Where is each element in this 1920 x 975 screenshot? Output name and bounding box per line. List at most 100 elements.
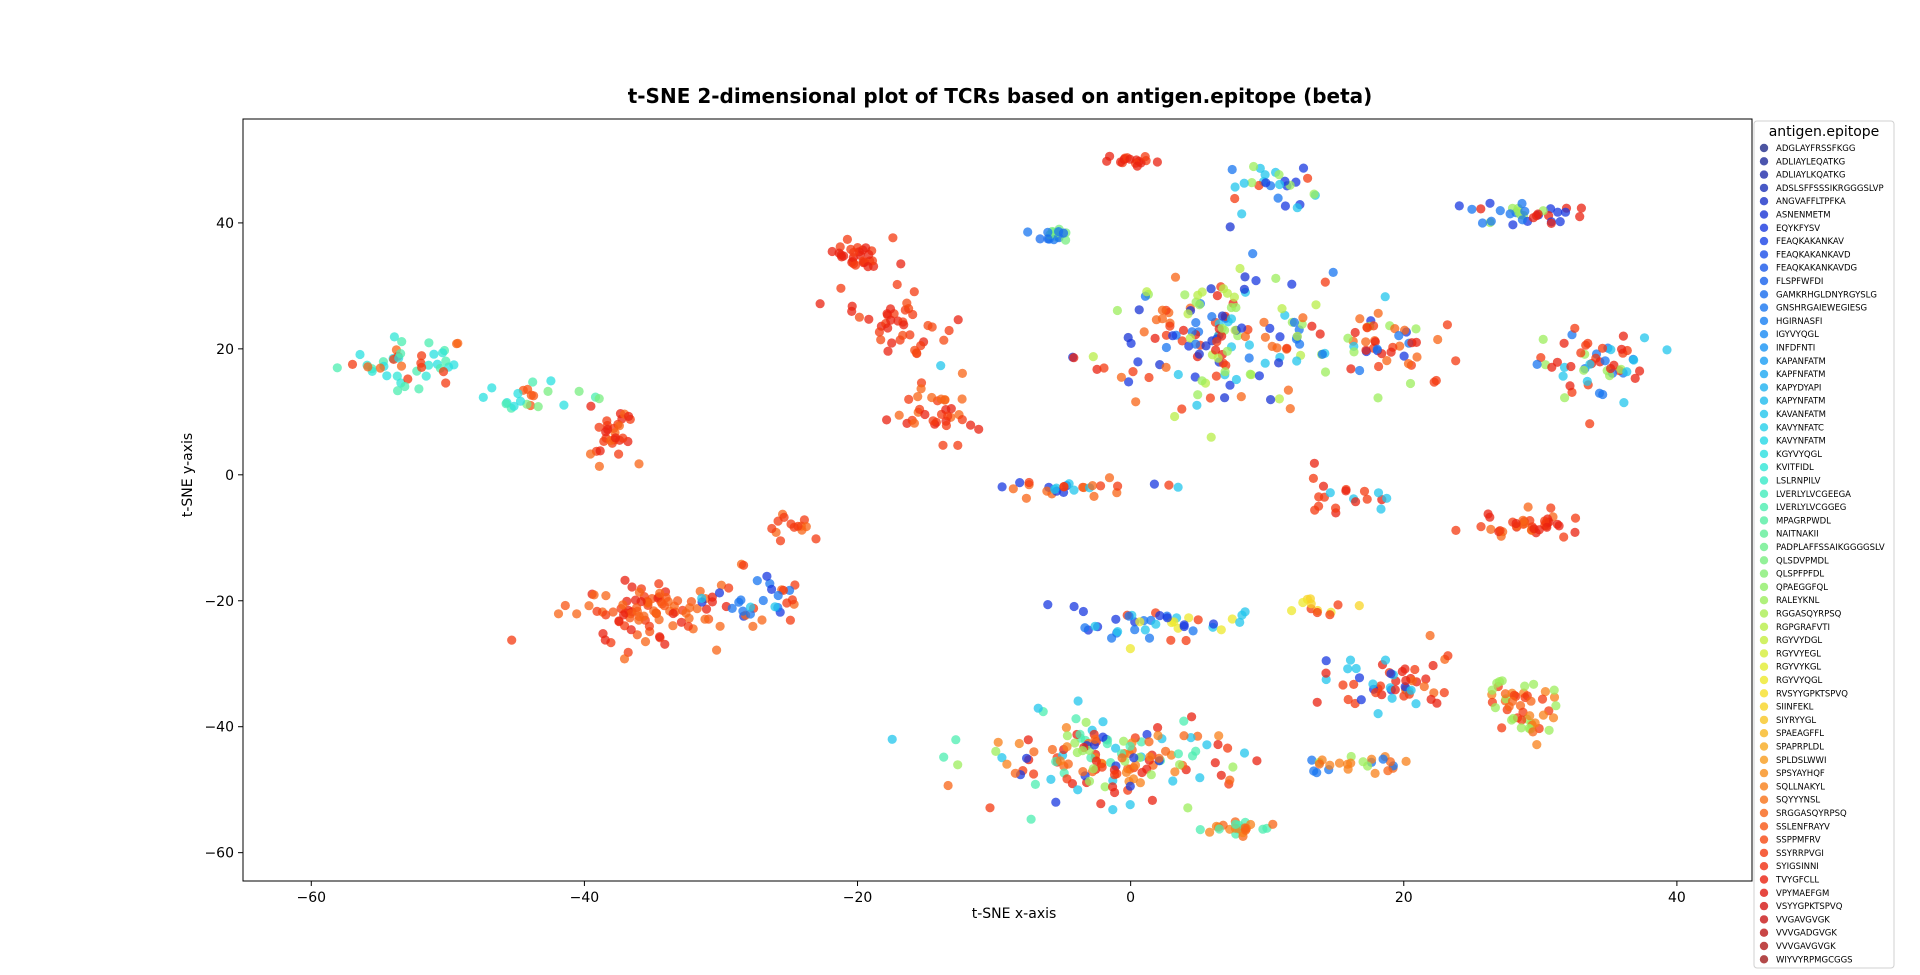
- scatter-point: [1576, 348, 1586, 358]
- scatter-point: [1042, 486, 1052, 496]
- legend-marker: [1759, 529, 1769, 538]
- scatter-point: [441, 378, 451, 388]
- scatter-point: [634, 459, 644, 469]
- scatter-point: [1575, 212, 1585, 222]
- scatter-point: [1371, 688, 1381, 698]
- scatter-point: [1555, 217, 1565, 227]
- scatter-point: [1511, 518, 1521, 529]
- scatter-point: [1622, 367, 1632, 377]
- scatter-point: [1507, 696, 1518, 706]
- legend-marker: [1759, 489, 1769, 498]
- scatter-point: [603, 424, 613, 434]
- scatter-point: [1268, 819, 1278, 829]
- scatter-point: [1119, 736, 1129, 746]
- scatter-point: [834, 248, 844, 258]
- scatter-point: [1378, 754, 1388, 764]
- scatter-point: [1532, 740, 1542, 750]
- scatter-point: [1387, 693, 1397, 703]
- scatter-point: [1089, 491, 1099, 501]
- scatter-point: [1240, 607, 1250, 617]
- scatter-point: [1266, 395, 1276, 405]
- scatter-point: [1548, 713, 1559, 723]
- legend-marker: [1759, 901, 1769, 911]
- legend-label: IGYVYQGL: [1776, 330, 1819, 340]
- scatter-point: [1433, 334, 1443, 345]
- scatter-point: [1254, 180, 1264, 191]
- scatter-point: [1325, 760, 1335, 770]
- scatter-point: [1311, 300, 1321, 310]
- scatter-point: [1107, 633, 1117, 643]
- legend-marker: [1759, 822, 1769, 831]
- scatter-point: [1537, 694, 1548, 704]
- legend-marker: [1759, 303, 1769, 312]
- scatter-point: [1188, 626, 1198, 636]
- scatter-point: [701, 604, 712, 614]
- scatter-point: [1553, 207, 1563, 217]
- scatter-point: [739, 560, 749, 570]
- scatter-point: [1361, 345, 1371, 355]
- scatter-point: [1069, 353, 1079, 363]
- scatter-point: [1240, 272, 1250, 282]
- scatter-point: [736, 595, 746, 605]
- legend-marker: [1759, 409, 1769, 419]
- scatter-point: [1214, 731, 1224, 741]
- scatter-point: [1287, 279, 1297, 289]
- scatter-point: [1111, 614, 1121, 624]
- scatter-point: [1239, 284, 1249, 294]
- legend-marker: [1759, 476, 1769, 485]
- scatter-point: [864, 249, 874, 260]
- scatter-point: [1063, 759, 1073, 769]
- scatter-point: [997, 482, 1007, 492]
- scatter-point: [1261, 178, 1271, 188]
- scatter-point: [1181, 635, 1191, 646]
- scatter-point: [773, 590, 783, 601]
- legend-marker: [1759, 383, 1769, 392]
- scatter-point: [1442, 320, 1452, 330]
- scatter-point: [1362, 494, 1372, 504]
- scatter-point: [1091, 756, 1101, 766]
- scatter-point: [1451, 525, 1461, 536]
- scatter-point: [632, 630, 642, 640]
- scatter-point: [1274, 170, 1284, 180]
- scatter-point: [1195, 773, 1205, 783]
- scatter-point: [1226, 314, 1237, 324]
- scatter-point: [1207, 312, 1217, 322]
- legend-label: TVYGFCLL: [1775, 876, 1819, 886]
- scatter-point: [655, 588, 665, 598]
- scatter-point: [1183, 309, 1193, 319]
- scatter-point: [1144, 372, 1154, 383]
- y-tick-label: −40: [204, 720, 234, 736]
- scatter-point: [966, 420, 976, 430]
- scatter-point: [1194, 349, 1204, 359]
- legend-label: KVITFIDL: [1776, 463, 1814, 473]
- scatter-point: [1370, 768, 1380, 779]
- scatter-point: [1229, 292, 1239, 302]
- scatter-point: [1035, 234, 1045, 244]
- legend-label: SQYYYNSL: [1776, 796, 1820, 806]
- legend-marker: [1759, 582, 1769, 592]
- legend-label: ADSLSFFSSSIKRGGGSLVP: [1776, 184, 1884, 194]
- scatter-point: [953, 440, 963, 450]
- scatter-point: [944, 325, 954, 336]
- legend-label: VVVGAVGVGK: [1776, 942, 1836, 952]
- legend-marker: [1759, 170, 1769, 179]
- scatter-point: [626, 625, 636, 635]
- scatter-point: [1008, 484, 1018, 494]
- scatter-point: [683, 621, 693, 631]
- scatter-point: [1173, 749, 1183, 759]
- scatter-point: [1073, 696, 1083, 706]
- legend-label: MPAGRPWDL: [1776, 516, 1831, 526]
- scatter-point: [758, 595, 768, 606]
- scatter-point: [1216, 625, 1226, 635]
- scatter-point: [1315, 329, 1325, 339]
- scatter-point: [724, 583, 734, 593]
- x-tick-label: −40: [570, 890, 600, 906]
- scatter-point: [1133, 357, 1143, 367]
- scatter-point: [559, 400, 569, 410]
- scatter-point: [1059, 482, 1069, 492]
- scatter-point: [1538, 710, 1548, 720]
- legend-marker: [1759, 742, 1769, 751]
- scatter-point: [1225, 222, 1235, 232]
- scatter-point: [939, 752, 949, 762]
- scatter-point: [1421, 674, 1431, 684]
